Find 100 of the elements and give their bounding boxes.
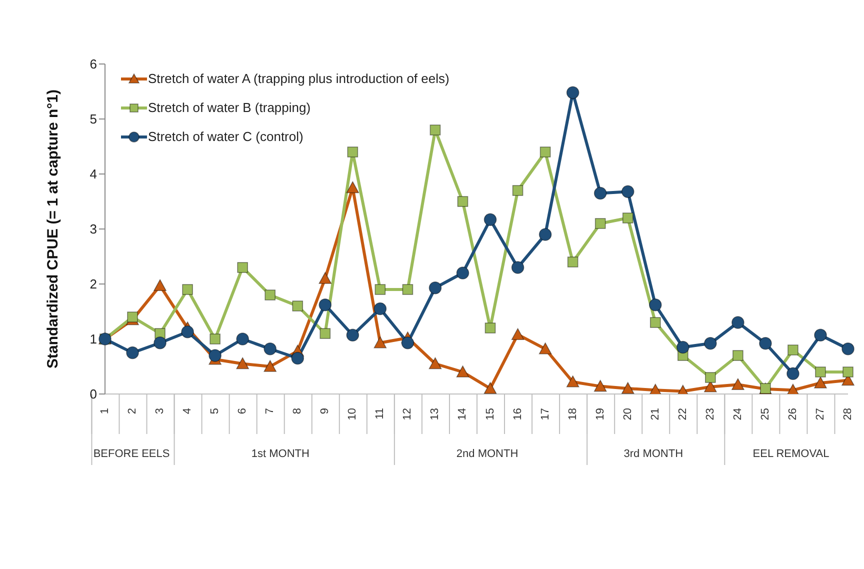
point — [401, 336, 414, 350]
point — [291, 352, 304, 365]
point — [594, 186, 607, 200]
y-tick-label: 6 — [90, 56, 97, 72]
x-tick-label: 12 — [402, 408, 414, 420]
x-tick-label: 4 — [182, 408, 194, 414]
point — [648, 298, 662, 312]
legend-label: Stretch of water C (control) — [148, 129, 304, 144]
x-tick-label: 18 — [566, 408, 579, 420]
point — [318, 272, 332, 284]
point — [842, 366, 854, 378]
point — [210, 334, 220, 344]
point — [786, 367, 800, 380]
y-tick-label: 3 — [90, 222, 97, 237]
x-tick-label: 27 — [814, 408, 826, 420]
point — [292, 300, 304, 312]
text: 2nd MONTH — [456, 448, 518, 460]
point — [621, 185, 634, 198]
point — [428, 281, 442, 294]
point — [264, 290, 276, 300]
legend-label: Stretch of water B (trapping) — [148, 100, 311, 115]
y-tick-label: 2 — [90, 276, 97, 292]
point — [676, 340, 690, 354]
point — [154, 336, 166, 350]
point — [320, 328, 331, 339]
x-tick-label: 10 — [346, 408, 359, 420]
x-tick-label: 21 — [649, 408, 662, 420]
point — [621, 382, 634, 394]
point — [540, 146, 551, 158]
point — [264, 360, 277, 372]
point — [704, 337, 717, 350]
point — [402, 284, 414, 295]
point — [622, 212, 634, 224]
text: 3rd MONTH — [624, 448, 684, 460]
point — [759, 337, 772, 350]
point — [236, 357, 249, 370]
x-tick-label: 5 — [209, 408, 222, 414]
point — [127, 312, 138, 322]
point — [374, 336, 387, 348]
x-tick-label: 17 — [539, 408, 552, 420]
y-tick-label: 0 — [90, 386, 97, 402]
point — [484, 382, 497, 394]
point — [457, 196, 468, 207]
point — [538, 228, 552, 241]
point — [484, 213, 497, 226]
point — [594, 380, 607, 392]
x-tick-label: 8 — [292, 408, 304, 414]
point — [126, 346, 139, 360]
x-tick-label: 7 — [264, 408, 276, 414]
x-tick-label: 9 — [319, 408, 332, 414]
x-tick-label: 2 — [126, 408, 139, 414]
point — [208, 349, 222, 362]
point — [567, 256, 578, 268]
text: BEFORE EELS — [93, 448, 170, 460]
x-tick-label: 1 — [99, 408, 111, 414]
x-tick-label: 16 — [512, 408, 524, 420]
x-tick-label: 19 — [594, 408, 606, 420]
x-tick-label: 11 — [374, 408, 386, 420]
y-tick-label: 1 — [90, 332, 97, 347]
y-tick-label: 5 — [90, 112, 97, 127]
point — [842, 342, 854, 356]
point — [538, 342, 552, 354]
point — [346, 328, 360, 342]
point — [566, 86, 580, 99]
point — [456, 366, 470, 378]
point — [264, 342, 277, 356]
point — [428, 357, 442, 370]
text: 1st MONTH — [251, 448, 310, 460]
point — [732, 350, 744, 361]
x-tick-label: 26 — [786, 408, 799, 420]
x-tick-label: 15 — [484, 408, 496, 420]
point — [181, 325, 194, 338]
point — [732, 316, 744, 329]
point — [732, 378, 744, 390]
point — [512, 185, 524, 196]
text: EEL REMOVAL — [752, 448, 830, 460]
point — [237, 262, 248, 273]
x-tick-label: 13 — [429, 408, 442, 420]
point — [374, 302, 387, 316]
point — [566, 376, 580, 388]
x-tick-label: 24 — [732, 408, 744, 420]
point — [511, 328, 524, 340]
point — [511, 261, 524, 274]
point — [154, 279, 166, 292]
x-tick-label: 6 — [236, 408, 249, 414]
y-axis-title: Standardized CPUE (= 1 at capture n°1) — [44, 90, 62, 368]
x-tick-label: 14 — [456, 408, 469, 420]
x-tick-label: 20 — [622, 408, 634, 420]
x-tick-label: 28 — [842, 408, 854, 420]
point — [456, 266, 470, 280]
y-tick-label: 4 — [90, 166, 97, 182]
point — [814, 376, 827, 388]
point — [182, 284, 193, 295]
point — [484, 322, 496, 334]
x-tick-label: 22 — [676, 408, 689, 420]
point — [430, 124, 441, 136]
x-tick-label: 25 — [759, 408, 772, 420]
point — [650, 317, 661, 328]
point — [705, 372, 716, 383]
point — [788, 344, 798, 356]
